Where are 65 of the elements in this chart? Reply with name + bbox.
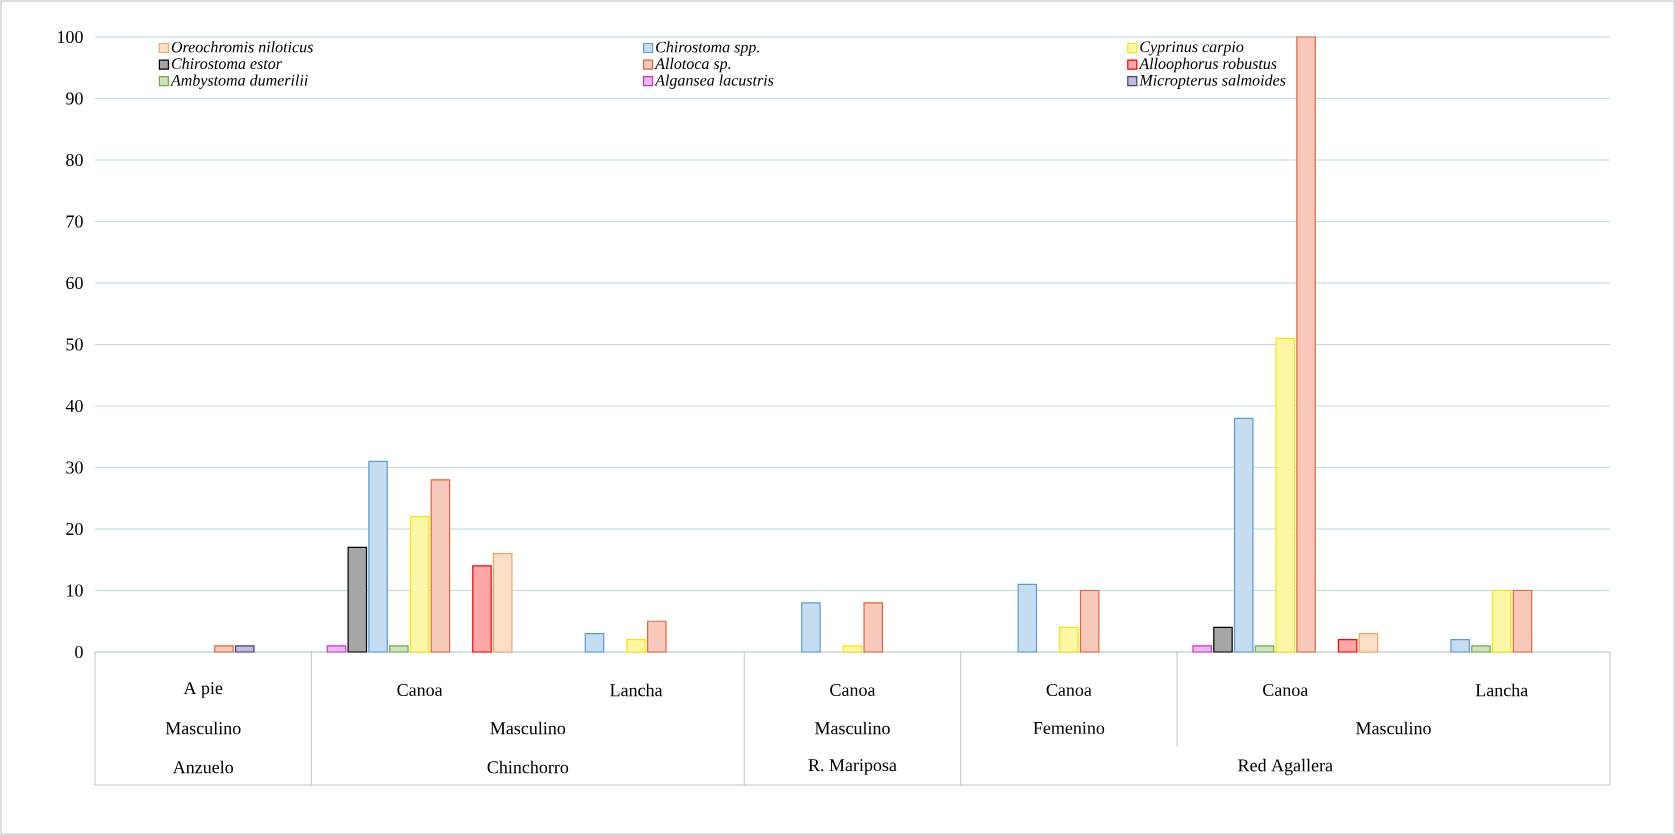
legend-label: Alloophorus robustus: [1138, 57, 1277, 73]
x-tick-label: A pie: [183, 682, 223, 698]
legend-label: Chirostoma estor: [171, 57, 282, 70]
y-tick-label: 50: [66, 338, 83, 351]
text: Femenino: [1033, 721, 1105, 735]
bar: [1450, 639, 1470, 653]
bar: [326, 645, 347, 653]
y-tick-label: 10: [67, 584, 83, 597]
bar: [430, 479, 451, 653]
bar: [1254, 645, 1275, 653]
text: Red Agallera: [1238, 758, 1333, 776]
text: R. Mariposa: [808, 759, 897, 775]
legend-label: Cyprinus carpio: [1140, 41, 1244, 56]
bar: [626, 639, 646, 653]
x-tick-label: Canoa: [830, 683, 876, 697]
text: Masculino: [165, 721, 241, 735]
bar: [1233, 417, 1254, 653]
bar: [801, 602, 821, 653]
legend-label: Allotoca sp.: [654, 57, 731, 73]
bar: [368, 460, 388, 653]
text: Masculino: [814, 721, 890, 735]
legend-label: Oreochromis niloticus: [171, 41, 313, 53]
text: Anzuelo: [172, 760, 234, 774]
bar: [842, 645, 863, 653]
legend-label: Algansea lacustris: [654, 74, 774, 89]
x-tick-label: Canoa: [397, 683, 443, 697]
legend-label: Ambystoma dumerilii: [170, 74, 308, 89]
y-tick-label: 40: [65, 399, 83, 413]
bar: [584, 632, 605, 653]
bar: [492, 553, 513, 653]
y-tick-label: 30: [66, 461, 83, 474]
bar: [1017, 583, 1038, 653]
legend-label: Chirostoma spp.: [656, 41, 759, 56]
x-tick-label: Canoa: [1263, 683, 1309, 697]
bar: [1079, 589, 1100, 653]
y-tick-label: 90: [66, 92, 83, 105]
y-tick-label: 20: [66, 522, 83, 536]
bar: [1337, 639, 1358, 653]
bar: [1491, 589, 1512, 653]
y-tick-label: 70: [66, 215, 83, 228]
bar: [1275, 337, 1296, 653]
bar: [234, 645, 255, 653]
y-tick-label: 0: [75, 645, 83, 659]
bar: [863, 602, 884, 653]
bar: [1512, 589, 1533, 653]
text: Chinchorro: [487, 760, 569, 774]
legend-label: Micropterus salmoides: [1139, 74, 1286, 89]
bar: [409, 516, 430, 653]
x-tick-label: Lancha: [610, 683, 663, 697]
bar: [1059, 626, 1079, 653]
y-tick-label: 100: [58, 30, 83, 44]
bar: [472, 565, 492, 653]
x-tick-label: Lancha: [1475, 683, 1528, 697]
bar: [647, 620, 667, 653]
bar: [214, 645, 234, 653]
text: Masculino: [490, 721, 566, 735]
bar: [1296, 36, 1316, 653]
bar: [1471, 645, 1491, 653]
y-tick-label: 80: [66, 153, 83, 167]
bar: [1358, 632, 1379, 653]
text: Masculino: [1356, 721, 1431, 735]
x-tick-label: Canoa: [1046, 683, 1092, 697]
bar: [1192, 645, 1212, 653]
y-tick-label: 60: [66, 276, 83, 290]
bar: [389, 645, 409, 653]
